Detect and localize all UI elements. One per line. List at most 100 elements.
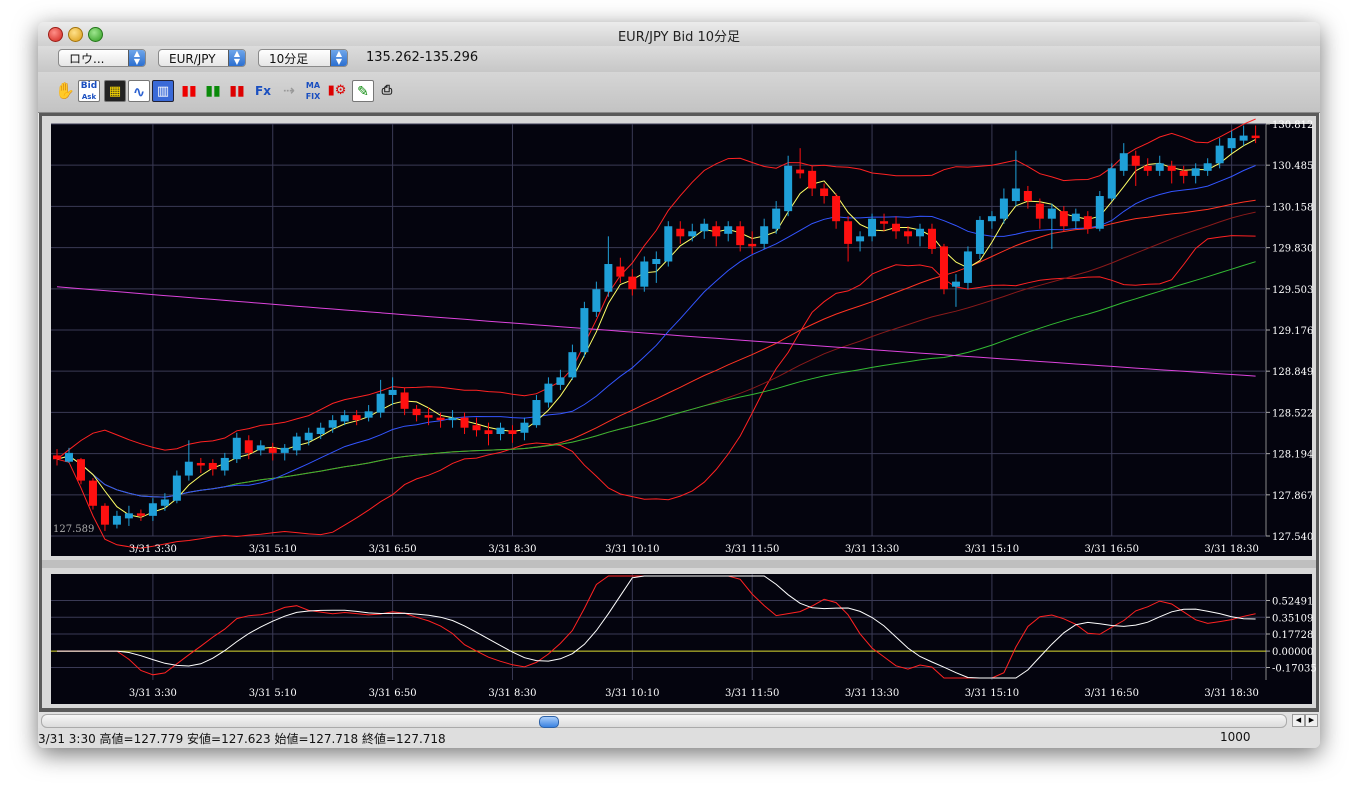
- y-tick-label: 128.522: [1272, 408, 1313, 419]
- candle-body: [652, 258, 661, 265]
- candle-settings-icon[interactable]: ▮⚙: [327, 83, 347, 98]
- rate-type-value: ロウ...: [69, 52, 105, 66]
- app-window: EUR/JPY Bid 10分足 ロウ... ▲ ▼ EUR/JPY ▲ ▼ 10分…: [38, 22, 1320, 748]
- candle-body: [748, 243, 757, 247]
- candle-body: [712, 226, 721, 237]
- candle-body: [280, 447, 289, 453]
- chart-canvas[interactable]: 3/31 3:30 3/31 3:30 3/31 5:10 3/31 5:10 3/31…: [39, 113, 1319, 720]
- candle-body: [328, 420, 337, 428]
- timeframe-select[interactable]: 10分足 ▲ ▼: [258, 49, 348, 67]
- candle-body: [172, 475, 181, 501]
- candle-body: [208, 462, 217, 470]
- candle-body: [1143, 165, 1152, 171]
- pen-icon[interactable]: ✎: [352, 80, 374, 102]
- candle-body: [1251, 135, 1260, 139]
- ma-blue: [56, 165, 1256, 498]
- candle-body: [1107, 168, 1116, 199]
- candle-body: [472, 425, 481, 431]
- osc-x-tick-label: 3/31 11:50: [725, 688, 779, 699]
- candles-red-icon[interactable]: ▮▮: [229, 83, 245, 99]
- wave-icon[interactable]: ∿: [128, 80, 150, 102]
- bar-count: 1000: [1220, 730, 1251, 744]
- candle-body: [963, 251, 972, 283]
- x-tick-label: 3/31 8:30: [488, 544, 536, 555]
- candle-body: [904, 231, 913, 237]
- candle-body: [304, 432, 313, 441]
- candle-body: [532, 400, 541, 426]
- y-tick-label: 130.158: [1272, 202, 1313, 213]
- x-tick-label: 3/31 18:30: [1204, 544, 1258, 555]
- candle-body: [987, 216, 996, 222]
- hand-icon[interactable]: ✋: [55, 81, 75, 100]
- candle-body: [1119, 153, 1128, 171]
- horizontal-scrollbar[interactable]: ◀ ▶: [38, 712, 1320, 728]
- fix-icon[interactable]: Fx: [255, 84, 271, 98]
- candle-body: [508, 430, 517, 435]
- candle-body: [484, 430, 493, 435]
- osc-y-tick-label: 0.52491: [1272, 597, 1313, 608]
- candle-body: [256, 445, 265, 451]
- osc-y-tick-label: -0.17035: [1272, 664, 1317, 675]
- candle-body: [856, 236, 865, 242]
- candle-body: [892, 223, 901, 232]
- osc-x-tick-label: 3/31 15:10: [965, 688, 1019, 699]
- candle-body: [999, 198, 1008, 219]
- candle-body: [364, 411, 373, 418]
- candle-body: [376, 393, 385, 413]
- scroll-thumb[interactable]: [539, 716, 559, 728]
- candle-body: [388, 389, 397, 395]
- pair-select[interactable]: EUR/JPY ▲ ▼: [158, 49, 246, 67]
- candle-body: [592, 289, 601, 312]
- bar-chart-icon[interactable]: ▥: [152, 80, 174, 102]
- x-tick-label: 3/31 11:50: [725, 544, 779, 555]
- minimize-button[interactable]: [68, 27, 83, 42]
- candle-body: [220, 457, 229, 471]
- y-tick-label: 128.194: [1272, 450, 1313, 461]
- selector-toolbar: ロウ... ▲ ▼ EUR/JPY ▲ ▼ 10分足 ▲ ▼ 135.262-135.…: [38, 46, 1320, 72]
- candle-body: [1191, 168, 1200, 176]
- candle-body: [1071, 213, 1080, 222]
- arrow-icon[interactable]: ⇢: [283, 83, 295, 99]
- candle-body: [772, 208, 781, 229]
- chart-grid-icon[interactable]: ▦: [104, 80, 126, 102]
- x-tick-label: 3/31 13:30: [845, 544, 899, 555]
- candle-body: [160, 499, 169, 506]
- candles-icon[interactable]: ▮▮: [181, 83, 197, 99]
- candle-body: [664, 226, 673, 262]
- candle-body: [268, 447, 277, 453]
- scroll-right-icon[interactable]: ▶: [1305, 714, 1318, 727]
- chart-area: 3/31 3:30 3/31 3:30 3/31 5:10 3/31 5:10 3/31…: [39, 113, 1319, 720]
- osc-x-tick-label: 3/31 16:50: [1085, 688, 1139, 699]
- oscillator-plot[interactable]: [51, 574, 1266, 680]
- candle-body: [1227, 138, 1236, 149]
- y-tick-label: 129.176: [1272, 326, 1313, 337]
- ma-fix-icon[interactable]: MA FIX: [305, 81, 321, 101]
- candle-body: [1047, 208, 1056, 219]
- candle-body: [1179, 170, 1188, 176]
- candles-green-icon[interactable]: ▮▮: [205, 83, 221, 99]
- candle-body: [1155, 163, 1164, 171]
- candle-body: [927, 228, 936, 249]
- panel-splitter[interactable]: [42, 560, 1316, 568]
- status-bar: 3/31 3:30 高値=127.779 安値=127.623 始値=127.7…: [38, 728, 1320, 748]
- print-icon[interactable]: ⎙: [381, 83, 393, 98]
- candle-body: [496, 427, 505, 435]
- rate-type-select[interactable]: ロウ... ▲ ▼: [58, 49, 146, 67]
- candle-body: [1011, 188, 1020, 202]
- bid-ask-icon[interactable]: Bid Ask: [78, 80, 100, 102]
- osc-x-tick-label: 3/31 18:30: [1204, 688, 1258, 699]
- zoom-button[interactable]: [88, 27, 103, 42]
- candle-body: [1095, 196, 1104, 229]
- scroll-left-icon[interactable]: ◀: [1292, 714, 1305, 727]
- close-button[interactable]: [48, 27, 63, 42]
- window-title: EUR/JPY Bid 10分足: [617, 30, 741, 45]
- candle-body: [616, 266, 625, 277]
- timeframe-value: 10分足: [269, 52, 309, 66]
- ma-magenta: [56, 286, 1256, 377]
- scroll-track[interactable]: [41, 714, 1287, 728]
- candle-body: [796, 169, 805, 174]
- candle-body: [556, 377, 565, 385]
- osc-x-tick-label: 3/31 5:10: [249, 688, 297, 699]
- bollinger-lower: [56, 235, 1256, 549]
- candle-body: [184, 461, 193, 476]
